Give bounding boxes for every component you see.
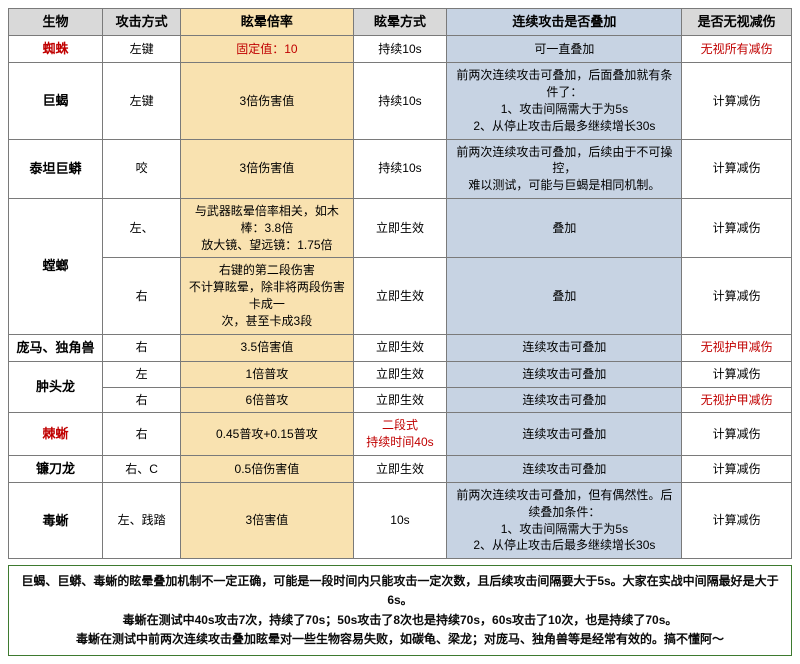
dizzy-mode-cell: 立即生效 — [353, 387, 447, 413]
attack-cell: 左、 — [102, 198, 180, 257]
notes-box: 巨蝎、巨蟒、毒蜥的眩晕叠加机制不一定正确，可能是一段时间内只能攻击一定次数，且后… — [8, 565, 792, 656]
dizzy-rate-cell: 0.5倍伤害值 — [181, 455, 353, 482]
header-cell: 连续攻击是否叠加 — [447, 9, 682, 36]
dizzy-mode-cell: 立即生效 — [353, 334, 447, 361]
ignore-cell: 计算减伤 — [682, 258, 792, 334]
ignore-cell: 计算减伤 — [682, 483, 792, 559]
dizzy-rate-cell: 右键的第二段伤害不计算眩晕，除非将两段伤害卡成一次，甚至卡成3段 — [181, 258, 353, 334]
header-cell: 眩晕方式 — [353, 9, 447, 36]
ignore-cell: 计算减伤 — [682, 63, 792, 139]
table-row: 肿头龙左1倍普攻立即生效连续攻击可叠加计算减伤 — [9, 361, 792, 387]
note-line: 巨蝎、巨蟒、毒蜥的眩晕叠加机制不一定正确，可能是一段时间内只能攻击一定次数，且后… — [21, 574, 778, 607]
dizzy-rate-cell: 6倍普攻 — [181, 387, 353, 413]
header-cell: 攻击方式 — [102, 9, 180, 36]
table-row: 螳螂左、与武器眩晕倍率相关，如木棒：3.8倍放大镜、望远镜：1.75倍立即生效叠… — [9, 198, 792, 257]
ignore-cell: 计算减伤 — [682, 139, 792, 198]
dizzy-mode-cell: 立即生效 — [353, 258, 447, 334]
stack-cell: 前两次连续攻击可叠加，后面叠加就有条件了：1、攻击间隔需大于为5s2、从停止攻击… — [447, 63, 682, 139]
table-row: 毒蜥左、践踏3倍害值10s前两次连续攻击可叠加，但有偶然性。后续叠加条件：1、攻… — [9, 483, 792, 559]
stack-cell: 连续攻击可叠加 — [447, 413, 682, 456]
header-cell: 生物 — [9, 9, 103, 36]
stack-cell: 叠加 — [447, 258, 682, 334]
dizzy-mode-cell: 持续10s — [353, 36, 447, 63]
dizzy-mode-cell: 立即生效 — [353, 198, 447, 257]
attack-cell: 右 — [102, 334, 180, 361]
attack-cell: 咬 — [102, 139, 180, 198]
attack-cell: 右 — [102, 258, 180, 334]
table-row: 棘蜥右0.45普攻+0.15普攻二段式持续时间40s连续攻击可叠加计算减伤 — [9, 413, 792, 456]
table-row: 右6倍普攻立即生效连续攻击可叠加无视护甲减伤 — [9, 387, 792, 413]
attack-cell: 左键 — [102, 63, 180, 139]
table-row: 巨蝎左键3倍伤害值持续10s前两次连续攻击可叠加，后面叠加就有条件了：1、攻击间… — [9, 63, 792, 139]
creature-cell: 巨蝎 — [9, 63, 103, 139]
dizzy-mode-cell: 立即生效 — [353, 455, 447, 482]
ignore-cell: 计算减伤 — [682, 361, 792, 387]
stack-cell: 叠加 — [447, 198, 682, 257]
ignore-cell: 无视护甲减伤 — [682, 334, 792, 361]
table-row: 庞马、独角兽右3.5倍害值立即生效连续攻击可叠加无视护甲减伤 — [9, 334, 792, 361]
header-cell: 是否无视减伤 — [682, 9, 792, 36]
ignore-cell: 计算减伤 — [682, 455, 792, 482]
dizzy-rate-cell: 1倍普攻 — [181, 361, 353, 387]
ignore-cell: 无视所有减伤 — [682, 36, 792, 63]
creature-cell: 镰刀龙 — [9, 455, 103, 482]
creature-cell: 蜘蛛 — [9, 36, 103, 63]
dizzy-rate-cell: 3倍害值 — [181, 483, 353, 559]
stack-cell: 前两次连续攻击可叠加，但有偶然性。后续叠加条件：1、攻击间隔需大于为5s2、从停… — [447, 483, 682, 559]
stack-cell: 连续攻击可叠加 — [447, 361, 682, 387]
dizzy-rate-cell: 3.5倍害值 — [181, 334, 353, 361]
attack-cell: 左键 — [102, 36, 180, 63]
creature-cell: 肿头龙 — [9, 361, 103, 413]
dizzy-rate-cell: 3倍伤害值 — [181, 63, 353, 139]
dizzy-mode-cell: 立即生效 — [353, 361, 447, 387]
creature-cell: 泰坦巨蟒 — [9, 139, 103, 198]
dizzy-rate-cell: 0.45普攻+0.15普攻 — [181, 413, 353, 456]
stack-cell: 可一直叠加 — [447, 36, 682, 63]
attack-cell: 右 — [102, 413, 180, 456]
table-row: 镰刀龙右、C0.5倍伤害值立即生效连续攻击可叠加计算减伤 — [9, 455, 792, 482]
table-row: 泰坦巨蟒咬3倍伤害值持续10s前两次连续攻击可叠加，后续由于不可操控，难以测试，… — [9, 139, 792, 198]
attack-cell: 左、践踏 — [102, 483, 180, 559]
table-row: 右右键的第二段伤害不计算眩晕，除非将两段伤害卡成一次，甚至卡成3段立即生效叠加计… — [9, 258, 792, 334]
dizzy-mode-cell: 持续10s — [353, 139, 447, 198]
stack-cell: 连续攻击可叠加 — [447, 455, 682, 482]
attack-cell: 左 — [102, 361, 180, 387]
dizzy-table: 生物攻击方式眩晕倍率眩晕方式连续攻击是否叠加是否无视减伤蜘蛛左键固定值：10持续… — [8, 8, 792, 559]
dizzy-rate-cell: 与武器眩晕倍率相关，如木棒：3.8倍放大镜、望远镜：1.75倍 — [181, 198, 353, 257]
ignore-cell: 无视护甲减伤 — [682, 387, 792, 413]
note-line: 毒蜥在测试中40s攻击7次，持续了70s；50s攻击了8次也是持续70s，60s… — [123, 613, 678, 627]
creature-cell: 毒蜥 — [9, 483, 103, 559]
dizzy-mode-cell: 10s — [353, 483, 447, 559]
dizzy-mode-cell: 二段式持续时间40s — [353, 413, 447, 456]
stack-cell: 连续攻击可叠加 — [447, 387, 682, 413]
attack-cell: 右 — [102, 387, 180, 413]
stack-cell: 连续攻击可叠加 — [447, 334, 682, 361]
table-row: 蜘蛛左键固定值：10持续10s可一直叠加无视所有减伤 — [9, 36, 792, 63]
ignore-cell: 计算减伤 — [682, 413, 792, 456]
stack-cell: 前两次连续攻击可叠加，后续由于不可操控，难以测试，可能与巨蝎是相同机制。 — [447, 139, 682, 198]
header-cell: 眩晕倍率 — [181, 9, 353, 36]
creature-cell: 棘蜥 — [9, 413, 103, 456]
ignore-cell: 计算减伤 — [682, 198, 792, 257]
dizzy-rate-cell: 固定值：10 — [181, 36, 353, 63]
dizzy-rate-cell: 3倍伤害值 — [181, 139, 353, 198]
note-line: 毒蜥在测试中前两次连续攻击叠加眩晕对一些生物容易失败，如碳龟、梁龙；对庞马、独角… — [76, 632, 724, 646]
dizzy-mode-cell: 持续10s — [353, 63, 447, 139]
creature-cell: 螳螂 — [9, 198, 103, 334]
attack-cell: 右、C — [102, 455, 180, 482]
creature-cell: 庞马、独角兽 — [9, 334, 103, 361]
